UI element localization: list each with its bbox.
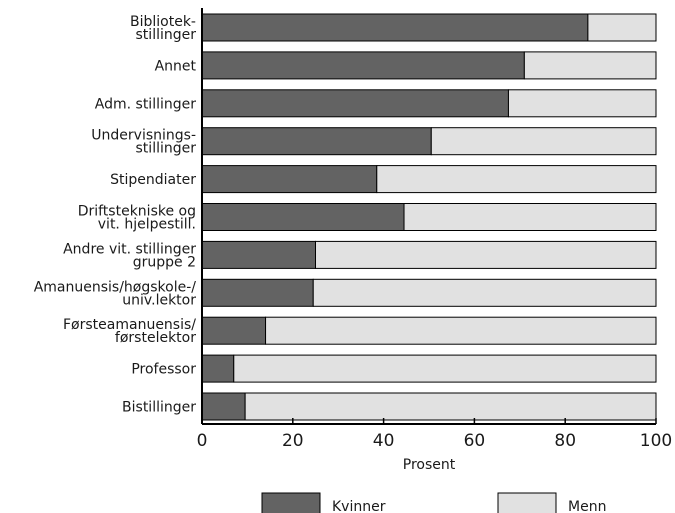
bar-menn-10 [244, 392, 657, 421]
legend-label-menn: Menn [568, 499, 606, 513]
bar-menn-3 [430, 127, 657, 156]
x-tick-label-100: 100 [640, 431, 672, 451]
category-label-10: Bistillinger [122, 400, 196, 416]
bar-kvinner-8 [201, 316, 267, 345]
category-label-7-line-1: univ.lektor [122, 292, 196, 308]
bar-kvinner-3 [201, 127, 432, 156]
x-tick-label-60: 60 [464, 431, 486, 451]
category-label-6-line-1: gruppe 2 [133, 254, 196, 270]
bar-kvinner-10 [201, 392, 246, 421]
category-label-8-line-0: Førsteamanuensis/ [63, 317, 196, 333]
x-tick-label-40: 40 [373, 431, 395, 451]
bar-kvinner-2 [201, 89, 509, 118]
bar-kvinner-7 [201, 278, 314, 307]
bar-menn-9 [233, 354, 657, 383]
x-tick-label-80: 80 [554, 431, 576, 451]
bar-kvinner-0 [201, 13, 589, 42]
bar-kvinner-5 [201, 203, 405, 231]
x-axis-ticks: 0 20 40 60 80 100 [197, 418, 672, 451]
category-label-5-line-0: Driftstekniske og [78, 204, 196, 220]
bar-kvinner-4 [201, 165, 378, 194]
category-label-3-line-1: stillinger [136, 141, 197, 157]
category-label-4: Stipendiater [110, 172, 196, 188]
category-label-0-line-0: Bibliotek- [130, 14, 196, 30]
bar-kvinner-1 [201, 51, 525, 80]
category-label-1: Annet [155, 58, 197, 74]
bar-menn-8 [265, 316, 657, 345]
category-label-7-line-0: Amanuensis/høgskole-/ [34, 279, 197, 295]
legend-label-kvinner: Kvinner [332, 499, 386, 513]
category-label-2: Adm. stillinger [95, 96, 196, 112]
bar-menn-5 [403, 203, 657, 231]
bar-menn-7 [312, 278, 657, 307]
legend: Kvinner Menn [261, 492, 606, 513]
bar-menn-6 [315, 240, 657, 269]
category-labels: Bibliotek-stillinger Annet Adm. stillinger… [34, 14, 197, 416]
bar-menn-1 [523, 51, 657, 80]
x-axis-title: Prosent [403, 457, 456, 473]
bar-menn-2 [507, 89, 657, 118]
category-label-0-line-1: stillinger [136, 27, 197, 43]
bars-group [201, 13, 657, 421]
bar-menn-0 [587, 13, 657, 42]
category-label-8-line-1: førstelektor [115, 330, 196, 346]
x-tick-label-0: 0 [197, 431, 208, 451]
bar-kvinner-9 [201, 354, 235, 383]
category-label-6-line-0: Andre vit. stillinger [63, 241, 196, 257]
category-label-9: Professor [131, 362, 196, 378]
legend-swatch-menn [497, 492, 557, 513]
bar-kvinner-6 [201, 240, 316, 269]
legend-swatch-kvinner [261, 492, 321, 513]
x-tick-label-20: 20 [282, 431, 304, 451]
bar-menn-4 [376, 165, 657, 194]
category-label-5-line-1: vit. hjelpestill. [98, 217, 196, 233]
category-label-3-line-0: Undervisnings- [91, 128, 196, 144]
